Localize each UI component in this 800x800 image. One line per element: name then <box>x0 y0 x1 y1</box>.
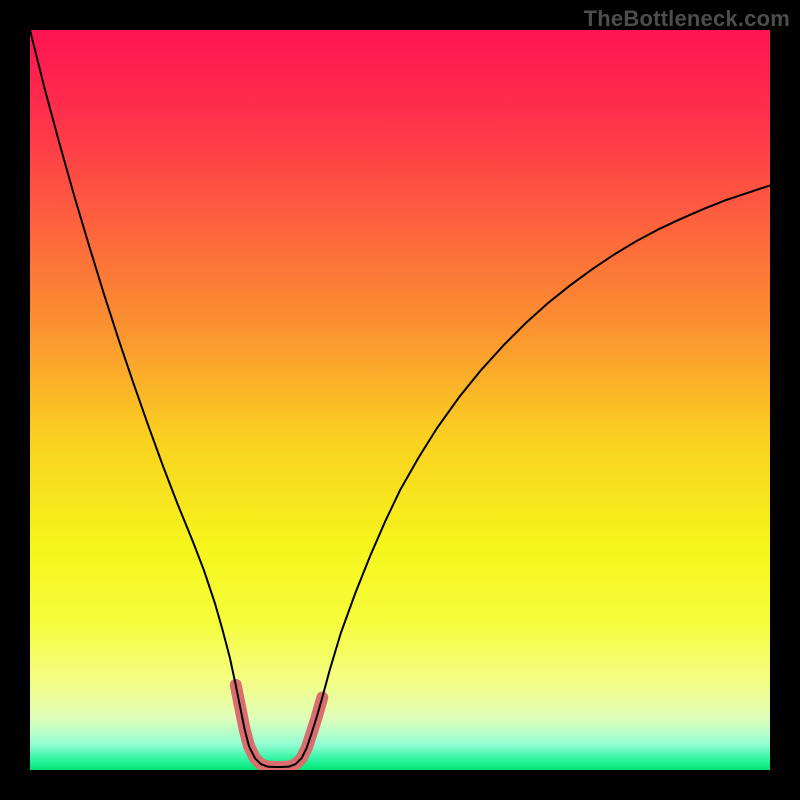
plot-area <box>30 30 770 770</box>
chart-svg <box>30 30 770 770</box>
frame: TheBottleneck.com <box>0 0 800 800</box>
watermark-text: TheBottleneck.com <box>584 6 790 32</box>
gradient-background <box>30 30 770 770</box>
